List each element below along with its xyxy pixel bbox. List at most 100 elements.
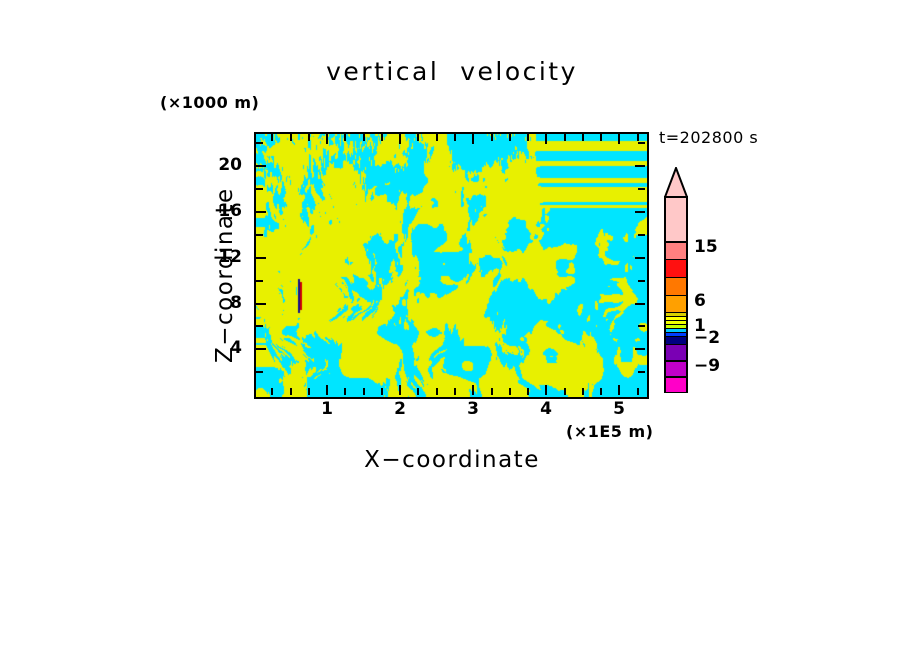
y-tick-minor xyxy=(256,325,263,327)
y-tick-minor xyxy=(256,280,263,282)
time-annotation: t=202800 s xyxy=(659,128,759,147)
y-tick-label: 16 xyxy=(218,201,242,221)
x-tick-minor xyxy=(344,388,346,395)
x-axis-unit-label: (×1E5 m) xyxy=(566,422,654,441)
y-tick-label: 4 xyxy=(230,338,242,358)
x-tick-label: 3 xyxy=(467,399,479,419)
x-tick-minor-top xyxy=(509,134,511,141)
colorbar-label: 6 xyxy=(694,290,706,311)
x-tick-minor xyxy=(271,388,273,395)
colorbar-separator xyxy=(666,324,686,326)
x-tick-label: 2 xyxy=(394,399,406,419)
y-tick-label: 8 xyxy=(230,293,242,313)
colorbar-band xyxy=(666,343,686,362)
y-tick-major-right xyxy=(635,211,645,213)
x-tick-minor-top xyxy=(582,134,584,141)
x-tick-major xyxy=(618,385,620,395)
colorbar-separator xyxy=(666,259,686,261)
colorbar xyxy=(664,196,688,393)
y-tick-minor-right xyxy=(638,280,645,282)
colorbar-arrow-icon xyxy=(664,167,688,198)
x-tick-minor-top xyxy=(436,134,438,141)
colorbar-band xyxy=(666,324,686,329)
x-tick-major-top xyxy=(326,134,328,144)
x-tick-major-top xyxy=(618,134,620,144)
y-tick-major xyxy=(256,303,266,305)
colorbar-label: 1 xyxy=(694,316,706,337)
colorbar-label: 15 xyxy=(694,237,718,258)
colorbar-separator xyxy=(666,241,686,243)
x-tick-minor-top xyxy=(417,134,419,141)
x-tick-minor-top xyxy=(600,134,602,141)
y-axis-unit-label: (×1000 m) xyxy=(160,93,260,112)
colorbar-band xyxy=(666,331,686,337)
y-tick-major-right xyxy=(635,348,645,350)
x-tick-minor xyxy=(527,388,529,395)
x-tick-label: 5 xyxy=(613,399,625,419)
x-tick-minor xyxy=(637,388,639,395)
x-tick-minor xyxy=(600,388,602,395)
colorbar-band xyxy=(666,327,686,333)
colorbar-separator xyxy=(666,315,686,318)
colorbar-label: −9 xyxy=(694,356,721,377)
y-tick-minor xyxy=(256,188,263,190)
y-tick-major xyxy=(256,165,266,167)
colorbar-band xyxy=(666,241,686,260)
y-tick-major-right xyxy=(635,165,645,167)
x-tick-minor xyxy=(363,388,365,395)
x-tick-minor-top xyxy=(308,134,310,141)
y-tick-minor-right xyxy=(638,188,645,190)
x-tick-minor xyxy=(582,388,584,395)
y-axis-title: Z−coordinate xyxy=(212,187,238,363)
x-tick-minor-top xyxy=(363,134,365,141)
x-tick-minor-top xyxy=(271,134,273,141)
velocity-field-canvas xyxy=(256,134,647,397)
y-tick-major-right xyxy=(635,257,645,259)
x-tick-minor-top xyxy=(381,134,383,141)
colorbar-separator xyxy=(666,276,686,279)
colorbar-separator xyxy=(666,360,686,362)
x-axis-title: X−coordinate xyxy=(364,447,540,473)
x-tick-label: 4 xyxy=(540,399,552,419)
x-tick-minor xyxy=(564,388,566,395)
x-tick-major xyxy=(472,385,474,395)
x-tick-major xyxy=(326,385,328,395)
x-tick-minor xyxy=(436,388,438,395)
x-tick-label: 1 xyxy=(321,399,333,419)
x-tick-minor xyxy=(417,388,419,395)
y-tick-major xyxy=(256,257,266,259)
x-tick-minor xyxy=(381,388,383,395)
y-tick-minor xyxy=(256,234,263,236)
colorbar-band xyxy=(666,311,686,317)
x-tick-minor-top xyxy=(564,134,566,141)
colorbar-band xyxy=(666,376,686,392)
y-tick-major xyxy=(256,211,266,213)
colorbar-separator xyxy=(666,331,686,333)
colorbar-separator xyxy=(666,343,686,346)
x-tick-major-top xyxy=(472,134,474,144)
colorbar-band xyxy=(666,198,686,242)
x-tick-minor-top xyxy=(290,134,292,141)
y-tick-minor-right xyxy=(638,142,645,144)
colorbar-band xyxy=(666,360,686,377)
x-tick-major xyxy=(399,385,401,395)
x-tick-minor xyxy=(290,388,292,395)
x-tick-major xyxy=(545,385,547,395)
colorbar-band xyxy=(666,276,686,296)
x-tick-minor-top xyxy=(491,134,493,141)
y-tick-minor xyxy=(256,142,263,144)
x-tick-minor xyxy=(509,388,511,395)
y-tick-minor-right xyxy=(638,234,645,236)
x-tick-minor xyxy=(491,388,493,395)
colorbar-band xyxy=(666,315,686,321)
y-tick-minor-right xyxy=(638,325,645,327)
x-tick-major-top xyxy=(399,134,401,144)
x-tick-minor xyxy=(308,388,310,395)
page-title: vertical velocity xyxy=(326,57,578,86)
x-tick-minor-top xyxy=(637,134,639,141)
colorbar-band xyxy=(666,335,686,345)
colorbar-label: −2 xyxy=(694,327,721,348)
plot-area xyxy=(254,132,649,399)
colorbar-separator xyxy=(666,320,686,322)
